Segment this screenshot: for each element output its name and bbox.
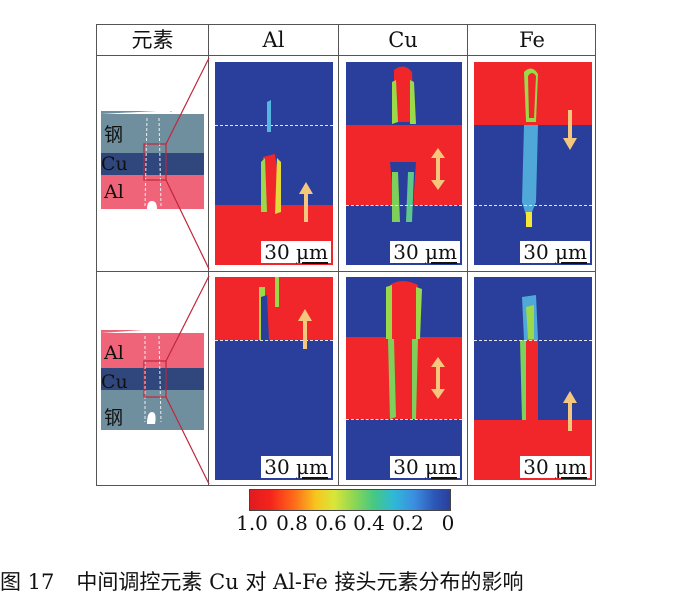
schematic-row1-top-label: 钢 xyxy=(104,120,123,147)
scale-bar: 30 μm xyxy=(261,241,331,263)
arrow-up-icon xyxy=(297,309,313,349)
legend-tick: 1.0 xyxy=(236,511,268,535)
legend-tick: 0.8 xyxy=(276,511,308,535)
schematic-row2-top-label: Al xyxy=(104,342,124,364)
arrow-down-icon xyxy=(562,110,578,150)
scale-bar: 30 μm xyxy=(390,241,460,263)
header-element: 元素 xyxy=(97,27,208,53)
scale-bar: 30 μm xyxy=(390,456,460,478)
schematic-row2-bottom-label: 钢 xyxy=(104,403,123,430)
color-legend-bar xyxy=(249,489,451,511)
map-row2-fe: 30 μm xyxy=(474,277,592,480)
legend-tick: 0 xyxy=(436,511,460,535)
header-cu: Cu xyxy=(339,27,467,53)
map-row2-cu: 30 μm xyxy=(346,277,462,480)
header-fe: Fe xyxy=(468,27,596,53)
col-divider-2 xyxy=(338,24,339,486)
legend-tick: 0.4 xyxy=(353,511,385,535)
figure-caption-text: 中间调控元素 Cu 对 Al-Fe 接头元素分布的影响 xyxy=(76,570,523,594)
scale-bar: 30 μm xyxy=(520,456,590,478)
scale-bar: 30 μm xyxy=(520,241,590,263)
map-row1-fe: 30 μm xyxy=(474,62,592,265)
arrow-up-icon xyxy=(298,182,314,222)
schematic-row2-middle-label: Cu xyxy=(101,371,128,393)
figure-number: 图 17 xyxy=(0,570,54,594)
header-al: Al xyxy=(209,27,338,53)
figure-caption: 图 17 中间调控元素 Cu 对 Al-Fe 接头元素分布的影响 xyxy=(0,566,695,596)
legend-tick: 0.2 xyxy=(392,511,424,535)
map-row1-al: 30 μm xyxy=(215,62,333,265)
arrow-updown-icon xyxy=(430,148,446,190)
map-row1-cu: 30 μm xyxy=(346,62,462,265)
map-row2-al: 30 μm xyxy=(215,277,333,480)
arrow-up-icon xyxy=(562,391,578,431)
col-divider-3 xyxy=(467,24,468,486)
scale-bar: 30 μm xyxy=(261,456,331,478)
arrow-updown-icon xyxy=(430,357,446,399)
schematic-row1-middle-label: Cu xyxy=(101,153,128,175)
schematic-row1-bottom-label: Al xyxy=(104,181,124,203)
legend-tick: 0.6 xyxy=(315,511,347,535)
